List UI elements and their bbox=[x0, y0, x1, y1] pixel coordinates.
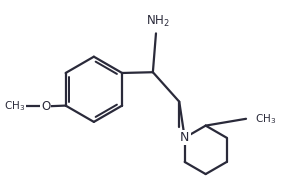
Text: CH$_3$: CH$_3$ bbox=[255, 112, 276, 126]
Text: O: O bbox=[41, 100, 50, 113]
Text: NH$_2$: NH$_2$ bbox=[146, 14, 170, 29]
Text: N: N bbox=[180, 131, 189, 144]
Text: CH$_3$: CH$_3$ bbox=[4, 100, 25, 113]
